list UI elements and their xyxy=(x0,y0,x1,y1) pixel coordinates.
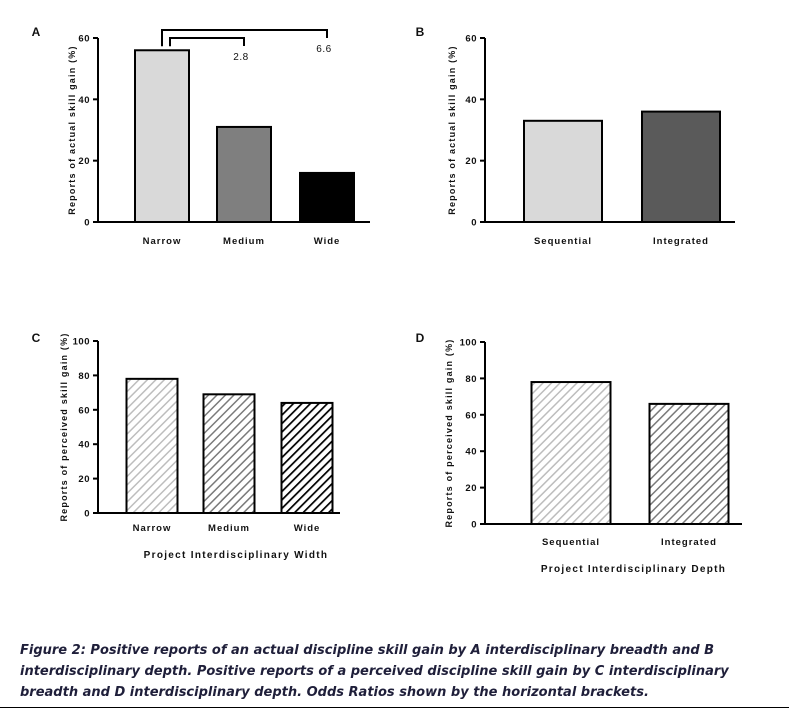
panel-a-bar xyxy=(299,171,355,223)
panel-a-y-tick-label: 20 xyxy=(78,156,90,167)
panel-d-x-axis-label: Project Interdisciplinary Depth xyxy=(541,564,726,575)
panel-d-y-tick-label: 80 xyxy=(465,374,477,385)
panel-b: B 0 20 40 60 Reports of actual skill gain (%)… xyxy=(416,25,735,247)
panel-a-bar xyxy=(216,125,272,223)
panel-c: C 0 20 40 60 80 100 Reports of perceived skill … xyxy=(32,331,340,561)
panel-d-y-tick-label: 20 xyxy=(465,483,477,494)
panel-b-bar xyxy=(641,110,721,223)
panel-b-bar xyxy=(523,119,603,223)
panel-b-y-tick-label: 60 xyxy=(465,34,477,45)
panel-c-y-axis-label: Reports of perceived skill gain (%) xyxy=(59,332,69,521)
figure-caption: Figure 2: Positive reports of an actual … xyxy=(20,643,729,700)
panel-c-y-tick-label: 80 xyxy=(78,371,90,382)
panel-a-x-tick-label: Medium xyxy=(223,236,265,247)
panel-c-y-tick-label: 60 xyxy=(78,405,90,416)
panel-c-x-tick-label: Narrow xyxy=(133,523,172,534)
panel-a-y-tick-label: 0 xyxy=(84,218,90,229)
panel-b-x-tick-label: Sequential xyxy=(534,236,592,247)
panel-b-y-tick-label: 40 xyxy=(465,95,477,106)
panel-c-letter: C xyxy=(32,331,41,345)
caption-divider xyxy=(0,707,789,708)
panel-a-odds-ratio-bracket xyxy=(161,29,328,47)
panel-d-bar xyxy=(530,381,612,526)
panel-c-x-tick-label: Wide xyxy=(294,523,321,534)
panel-c-y-tick-label: 20 xyxy=(78,474,90,485)
panel-d-bar xyxy=(648,402,730,526)
panel-a-y-axis-label: Reports of actual skill gain (%) xyxy=(67,45,77,214)
panel-c-bar xyxy=(280,401,334,515)
panel-a-odds-ratio-bracket xyxy=(169,37,245,47)
panel-d-y-tick-label: 40 xyxy=(465,447,477,458)
panel-a-y-tick-label: 60 xyxy=(78,34,90,45)
panel-d-y-tick-label: 100 xyxy=(460,338,477,349)
panel-c-bar xyxy=(125,377,179,514)
panel-b-y-axis-label: Reports of actual skill gain (%) xyxy=(447,45,457,214)
panel-c-x-axis-label: Project Interdisciplinary Width xyxy=(144,550,329,561)
panel-a-x-tick-label: Wide xyxy=(314,236,341,247)
panel-d-y-axis-label: Reports of perceived skill gain (%) xyxy=(444,338,454,527)
panel-c-bar xyxy=(202,393,256,515)
panel-a-letter: A xyxy=(32,25,41,39)
panel-a-y-tick-label: 40 xyxy=(78,95,90,106)
panel-b-letter: B xyxy=(416,25,425,39)
panel-d-x-tick-label: Integrated xyxy=(661,537,717,548)
panel-c-y-tick-label: 40 xyxy=(78,440,90,451)
panel-a-x-tick-label: Narrow xyxy=(143,236,182,247)
panel-c-y-tick-label: 100 xyxy=(73,337,90,348)
panel-b-y-tick-label: 20 xyxy=(465,156,477,167)
panel-d-letter: D xyxy=(416,331,425,345)
panel-d-x-tick-label: Sequential xyxy=(542,537,600,548)
panel-d-y-tick-label: 60 xyxy=(465,410,477,421)
panel-d-y-tick-label: 0 xyxy=(471,520,477,531)
panel-d: D 0 20 40 60 80 100 Reports of perceived skill … xyxy=(416,331,742,575)
panel-b-x-tick-label: Integrated xyxy=(653,236,709,247)
panel-b-y-tick-label: 0 xyxy=(471,218,477,229)
panel-a-odds-ratio-label: 6.6 xyxy=(316,44,331,55)
panel-a-odds-ratio-label: 2.8 xyxy=(233,52,248,63)
panel-c-y-tick-label: 0 xyxy=(84,509,90,520)
panel-a-bar xyxy=(134,49,190,224)
panel-c-x-tick-label: Medium xyxy=(208,523,250,534)
